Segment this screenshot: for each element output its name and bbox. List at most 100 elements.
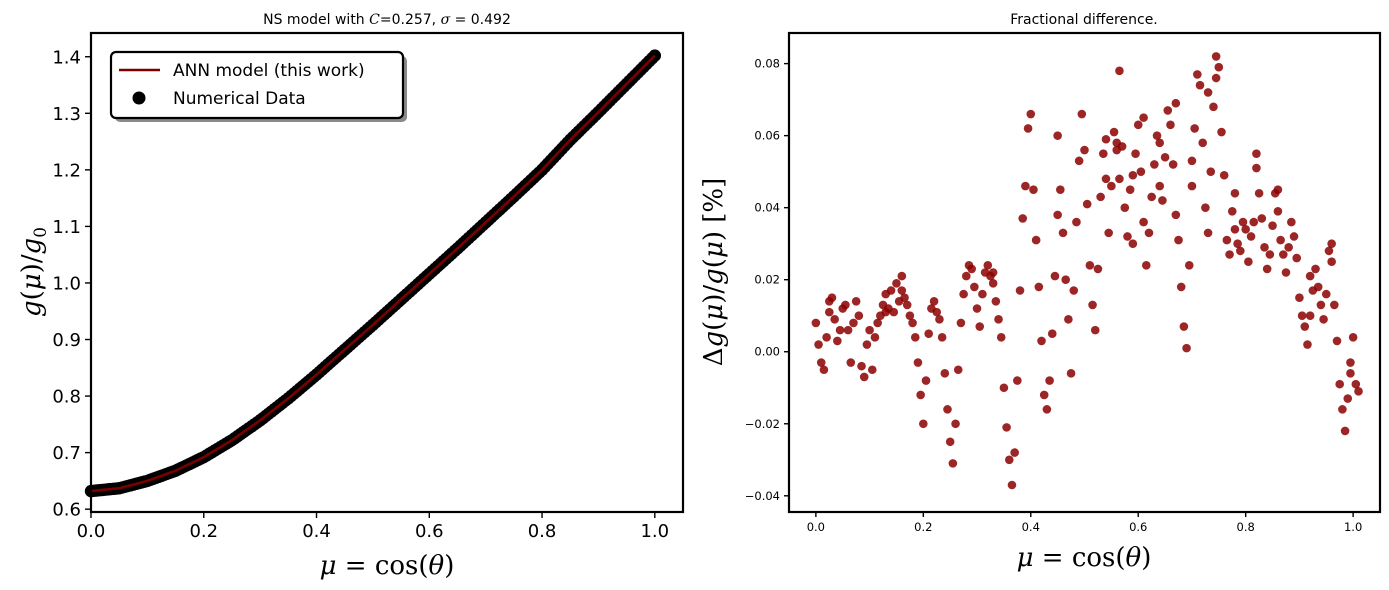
fractional-difference-point: [857, 361, 866, 371]
fractional-difference-point: [1324, 246, 1334, 256]
fractional-difference-point: [988, 268, 998, 277]
fractional-difference-point: [1007, 480, 1017, 490]
fractional-difference-point: [908, 318, 917, 328]
ann-model-line: [90, 54, 656, 493]
left-y-tick-label: 1.2: [52, 160, 81, 181]
right-x-tick-label: 1.0: [1344, 520, 1362, 534]
fractional-difference-point: [849, 318, 858, 328]
fractional-difference-point: [919, 419, 928, 429]
fractional-difference-point: [1287, 217, 1296, 227]
fractional-difference-point: [1346, 369, 1355, 378]
fractional-difference-point: [1187, 181, 1197, 191]
fractional-difference-point: [1101, 134, 1111, 144]
fractional-difference-point: [1034, 282, 1044, 292]
right-y-tick-label: 0.00: [754, 345, 780, 359]
fractional-difference-point: [1072, 217, 1081, 227]
right-y-tick-label: −0.04: [745, 489, 780, 503]
fractional-difference-point: [1107, 181, 1116, 191]
fractional-difference-point: [1010, 448, 1019, 457]
fractional-difference-point: [999, 383, 1009, 393]
fractional-difference-point: [913, 358, 923, 367]
fractional-difference-point: [970, 282, 979, 292]
fractional-difference-point: [1166, 120, 1175, 130]
left-y-tick-label: 0.8: [52, 387, 81, 408]
fractional-difference-point: [1260, 242, 1269, 252]
fractional-difference-point: [1171, 210, 1181, 220]
fractional-difference-point: [1238, 217, 1248, 227]
fractional-difference-point: [1327, 257, 1336, 266]
fractional-difference-point: [991, 297, 1001, 306]
fractional-difference-point: [910, 333, 920, 342]
fractional-difference-point: [1125, 185, 1135, 194]
fractional-difference-point: [1348, 333, 1358, 342]
left-x-tick-label: 0.8: [528, 521, 557, 542]
right-y-tick-label: 0.04: [754, 201, 780, 215]
fractional-difference-point: [994, 315, 1003, 324]
right-x-tick-label: 0.8: [1237, 520, 1255, 534]
fractional-difference-point: [1139, 217, 1148, 227]
fractional-difference-point: [1061, 275, 1070, 285]
fractional-difference-point: [1273, 206, 1283, 216]
fractional-difference-point: [1241, 224, 1250, 234]
fractional-difference-point: [1313, 282, 1323, 292]
fractional-difference-point: [1249, 217, 1259, 227]
legend-dot-marker: [132, 91, 146, 105]
fractional-difference-point: [1128, 239, 1138, 248]
fractional-difference-point: [841, 300, 850, 310]
fractional-difference-point: [1303, 340, 1312, 349]
right-chart-title: Fractional difference.: [1010, 12, 1158, 28]
legend-label-numerical: Numerical Data: [173, 89, 306, 109]
fractional-difference-point: [1316, 300, 1326, 310]
fractional-difference-point: [1099, 149, 1108, 158]
fractional-difference-point: [1195, 80, 1205, 90]
fractional-difference-point: [1039, 390, 1049, 400]
fractional-difference-point: [1211, 52, 1221, 61]
fractional-difference-point: [873, 318, 882, 328]
fractional-difference-point: [1346, 358, 1355, 367]
fractional-difference-point: [937, 333, 947, 342]
fractional-difference-point: [978, 289, 987, 299]
left-x-tick-label: 1.0: [640, 521, 669, 542]
fractional-difference-point: [1319, 315, 1328, 324]
fractional-difference-point: [945, 437, 955, 447]
right-y-tick-label: 0.08: [754, 57, 780, 71]
fractional-difference-point: [1131, 149, 1140, 158]
fractional-difference-point: [1340, 426, 1350, 436]
right-x-tick-label: 0.0: [807, 520, 825, 534]
fractional-difference-point: [830, 315, 839, 324]
fractional-difference-point: [1176, 282, 1186, 292]
fractional-difference-point: [1246, 232, 1256, 241]
fractional-difference-point: [1029, 185, 1038, 194]
left-x-tick-label: 0.0: [77, 521, 106, 542]
fractional-difference-point: [1254, 188, 1264, 198]
fractional-difference-point: [1026, 109, 1036, 119]
fractional-difference-point: [846, 358, 856, 367]
fractional-difference-point: [859, 372, 869, 382]
fractional-difference-point: [843, 325, 853, 335]
fractional-difference-point: [851, 297, 861, 306]
fractional-difference-point: [1236, 246, 1245, 256]
fractional-difference-point: [1082, 199, 1092, 209]
fractional-difference-point: [1297, 311, 1307, 321]
legend-label-ann: ANN model (this work): [173, 61, 365, 81]
fractional-difference-point: [1101, 174, 1111, 184]
fractional-difference-point: [1321, 289, 1331, 299]
right-x-tick-label: 0.2: [914, 520, 932, 534]
fractional-difference-point: [889, 307, 899, 317]
fractional-difference-point: [1053, 210, 1062, 220]
fractional-difference-point: [1295, 293, 1304, 303]
fractional-difference-point: [1300, 322, 1310, 331]
fractional-difference-point: [1193, 70, 1202, 79]
fractional-difference-point: [1289, 232, 1299, 241]
right-chart: Fractional difference. 0.0 0.2 0.4 0.6 0.8 1.…: [699, 12, 1382, 573]
fractional-difference-point: [811, 318, 821, 328]
fractional-difference-point: [886, 286, 896, 295]
right-x-axis-label: μ = cos(θ): [1017, 543, 1152, 573]
fractional-difference-point: [983, 260, 993, 270]
right-axis-ticks: 0.0 0.2 0.4 0.6 0.8 1.0 −0.04 −0.02 0.00 0.02 0.04…: [745, 57, 1363, 534]
fractional-difference-point: [1187, 156, 1197, 166]
fractional-difference-point: [1273, 185, 1283, 194]
fractional-difference-point: [822, 333, 831, 342]
fractional-difference-point: [881, 307, 891, 317]
fractional-difference-point: [1198, 138, 1207, 148]
